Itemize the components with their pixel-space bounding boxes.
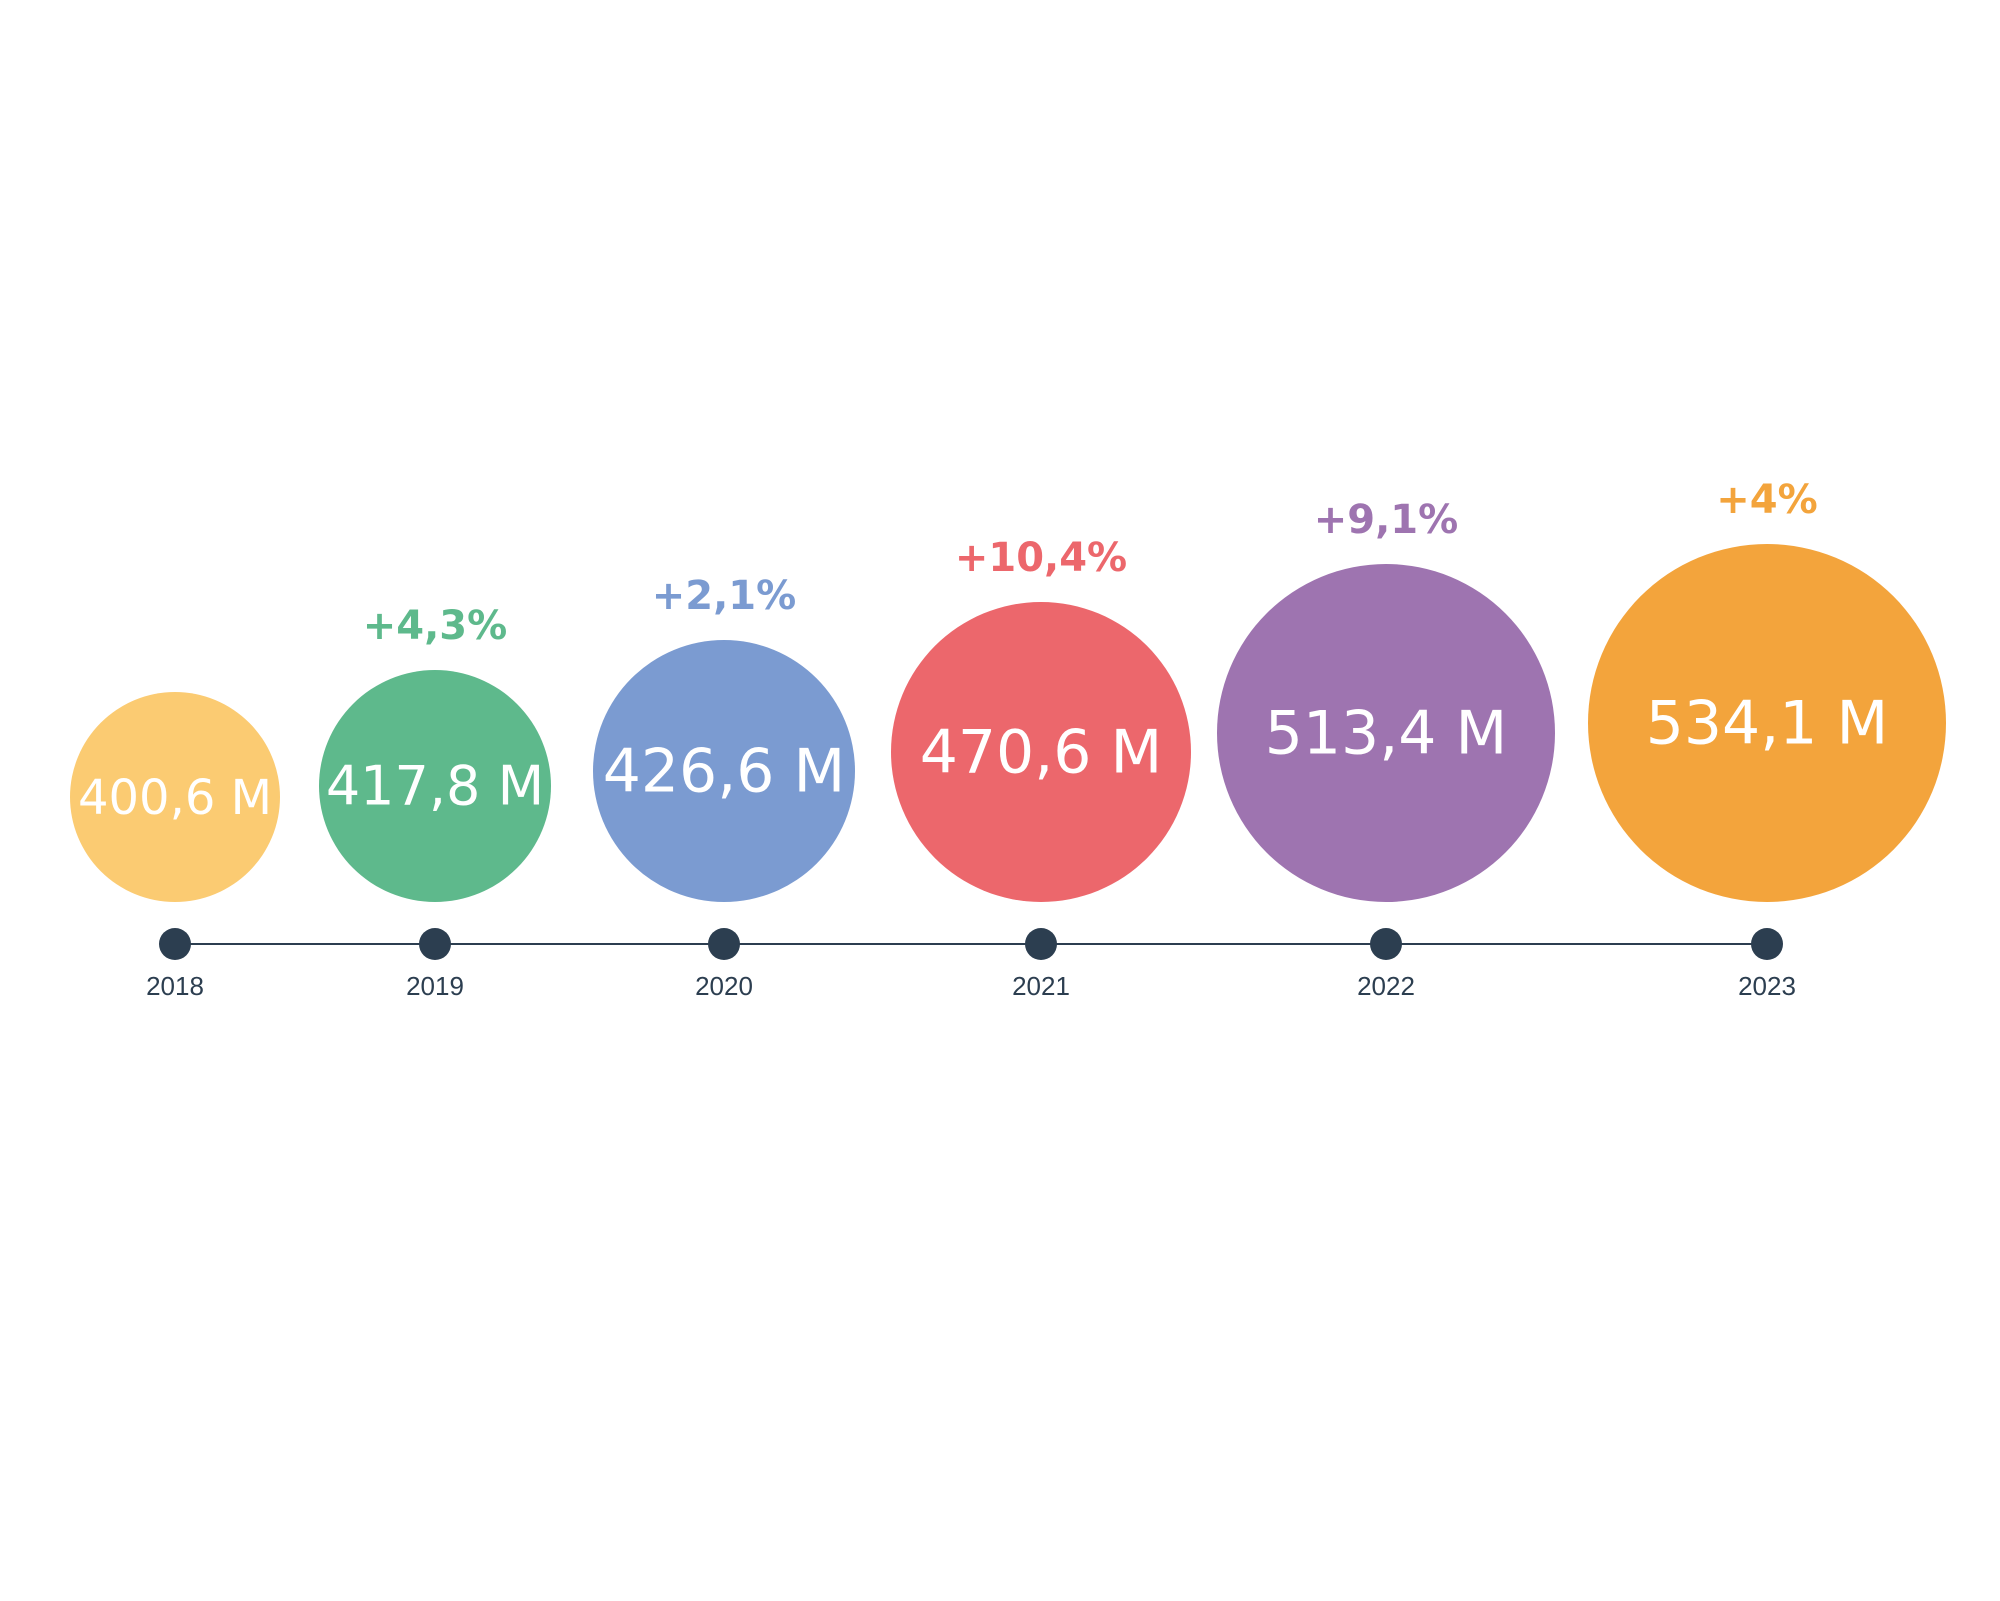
year-label-2018: 2018 [146,971,204,1001]
bubble-2023 [1588,544,1946,902]
growth-label-2023: +4% [1716,477,1817,523]
timeline-marker-2019 [419,928,451,960]
year-label-2019: 2019 [406,971,464,1001]
growth-label-2020: +2,1% [652,573,796,619]
bubbles-group: 400,6 M 417,8 M +4,3% 426,6 M +2,1% 470,6 M +1… [70,477,1946,902]
bubble-value-2021: 470,6 M [920,718,1163,788]
year-label-2020: 2020 [695,971,753,1001]
growth-label-2019: +4,3% [363,603,507,649]
timeline-marker-2022 [1370,928,1402,960]
bubble-value-2023: 534,1 M [1646,689,1889,759]
bubble-2018 [70,692,280,902]
growth-label-2021: +10,4% [955,535,1127,581]
bubble-value-2018: 400,6 M [78,770,272,826]
timeline-marker-2023 [1751,928,1783,960]
bubble-2022 [1217,564,1555,902]
growth-label-2022: +9,1% [1314,497,1458,543]
year-label-2023: 2023 [1738,971,1796,1001]
bubble-2019 [319,670,551,902]
bubble-2020 [593,640,855,902]
timeline-markers-group: 2018 2019 2020 2021 2022 2023 [146,928,1796,1001]
year-label-2021: 2021 [1012,971,1070,1001]
bubble-value-2022: 513,4 M [1265,699,1508,769]
year-label-2022: 2022 [1357,971,1415,1001]
bubble-2021 [891,602,1191,902]
timeline-marker-2021 [1025,928,1057,960]
bubble-value-2019: 417,8 M [326,755,544,818]
timeline-marker-2018 [159,928,191,960]
bubble-value-2020: 426,6 M [603,737,846,807]
timeline-marker-2020 [708,928,740,960]
